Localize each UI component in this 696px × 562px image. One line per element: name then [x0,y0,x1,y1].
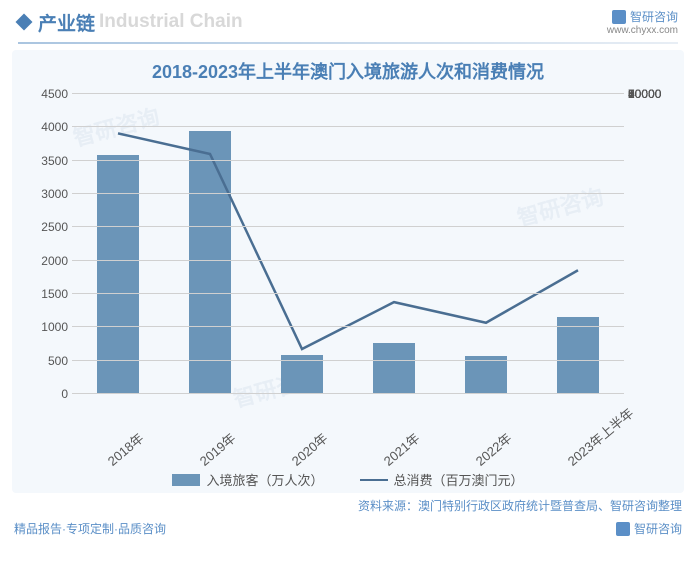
grid-line: 3500 [72,160,624,161]
header-separator [18,42,678,44]
footer-brand-text: 智研咨询 [634,520,682,537]
section-title: 产业链 [38,9,95,36]
y-left-tick: 1500 [24,287,68,301]
y-left-tick: 1000 [24,320,68,334]
y-left-tick: 4000 [24,120,68,134]
footer-right: 智研咨询 [616,520,682,537]
grid-line: 4000 [72,126,624,127]
brand-site: www.chyxx.com [607,25,678,36]
grid-line: 500 [72,360,624,361]
bar [373,343,415,394]
y-right-tick: 80000 [628,87,676,101]
diamond-icon [16,14,33,31]
grid-line: 2000 [72,260,624,261]
bar [189,131,231,394]
brand-icon [612,10,626,24]
chart-plot: 0500100015002000250030003500400045000100… [72,94,624,394]
chart-title: 2018-2023年上半年澳门入境旅游人次和消费情况 [12,58,684,84]
bar-group [72,94,624,394]
footer: 精品报告·专项定制·品质咨询 智研咨询 [0,514,696,537]
bar [465,356,507,394]
header: 产业链 Industrial Chain 智研咨询 www.chyxx.com [0,0,696,42]
section-shadow: Industrial Chain [99,11,243,33]
y-left-tick: 0 [24,387,68,401]
y-left-tick: 2000 [24,254,68,268]
grid-line: 3000 [72,193,624,194]
source-text: 资料来源：澳门特别行政区政府统计暨普查局、智研咨询整理 [0,493,696,514]
x-axis-labels: 2018年2019年2020年2021年2022年2023年上半年 [72,398,624,468]
brand-text: 智研咨询 [630,8,678,25]
y-left-tick: 500 [24,354,68,368]
footer-left: 精品报告·专项定制·品质咨询 [14,520,166,537]
header-left: 产业链 Industrial Chain [18,9,243,36]
bar [557,317,599,394]
y-left-tick: 3000 [24,187,68,201]
header-right: 智研咨询 www.chyxx.com [607,8,678,36]
y-left-tick: 3500 [24,154,68,168]
chart-container: 智研咨询 智研咨询 智研咨询 2018-2023年上半年澳门入境旅游人次和消费情… [12,50,684,493]
grid-line: 1000 [72,326,624,327]
legend-line-swatch [360,479,388,481]
y-left-tick: 4500 [24,87,68,101]
grid-line: 4500 [72,93,624,94]
grid-line: 2500 [72,226,624,227]
brand-row: 智研咨询 [607,8,678,25]
bar [97,155,139,394]
y-left-tick: 2500 [24,220,68,234]
grid-line: 0 [72,393,624,394]
grid-line: 1500 [72,293,624,294]
footer-brand-icon [616,522,630,536]
